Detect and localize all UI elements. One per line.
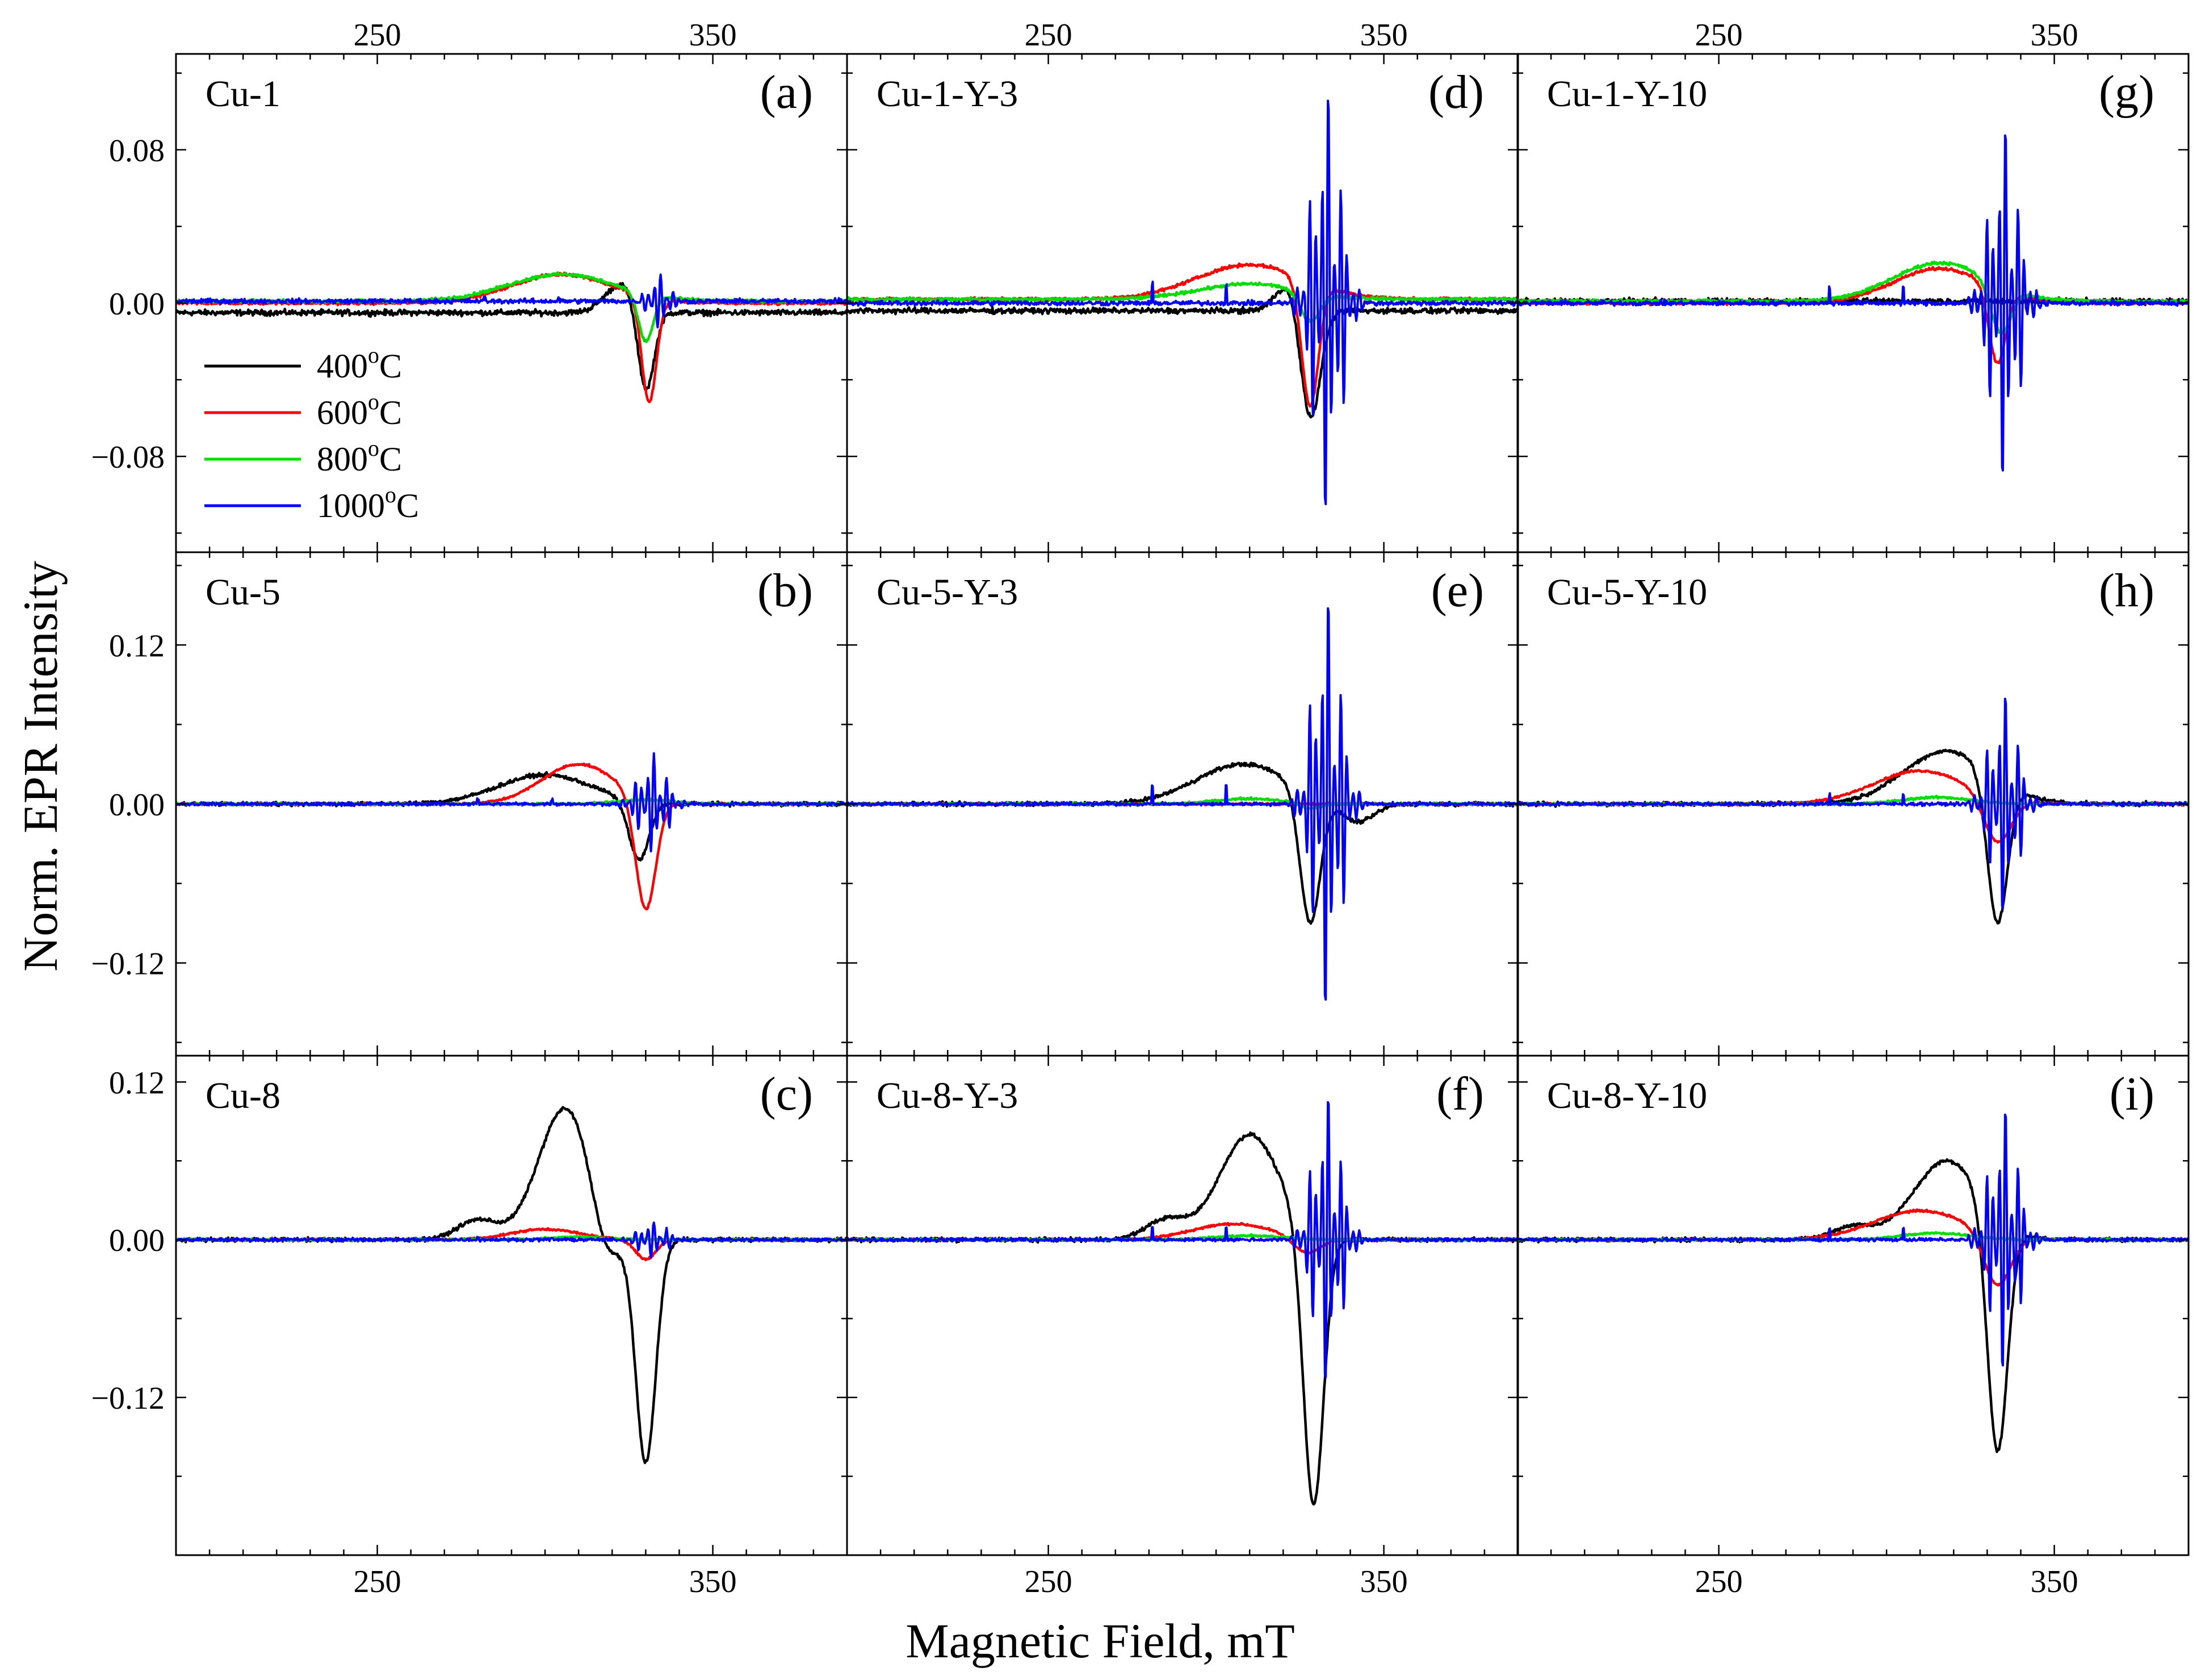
series-1000C-line: [1517, 698, 2189, 910]
series-1000C-line: [847, 99, 1518, 506]
x-tick-label-bottom: 350: [1360, 1564, 1408, 1599]
panel-d-series: [847, 99, 1518, 506]
panel-e-letter: (e): [1431, 564, 1484, 617]
panel-e-series: [847, 607, 1518, 1001]
panel-f-letter: (f): [1436, 1068, 1484, 1120]
panel-c: Cu-8 (c): [175, 1055, 848, 1556]
panel-h-title: Cu-5-Y-10: [1547, 572, 1707, 613]
panel-c-series: [176, 1106, 847, 1464]
series-1000C-line: [847, 607, 1518, 1001]
y-tick-label: 0.00: [109, 287, 165, 322]
x-tick-label-bottom: 350: [2031, 1564, 2078, 1599]
panel-h-letter: (h): [2099, 564, 2154, 617]
panel-b-series: [176, 752, 847, 911]
x-tick-label-top: 250: [1695, 18, 1743, 53]
panel-g: Cu-1-Y-10 (g): [1516, 53, 2190, 553]
y-axis-title: Norm. EPR Intensity: [13, 561, 68, 972]
panel-b-title: Cu-5: [206, 572, 280, 613]
panel-b: Cu-5 (b): [175, 551, 848, 1057]
panel-g-series: [1517, 134, 2189, 472]
x-tick-label-top: 250: [354, 18, 401, 53]
y-tick-label: −0.08: [91, 440, 165, 475]
panel-a-series: [176, 271, 847, 404]
y-tick-label: 0.12: [109, 1065, 165, 1101]
y-tick-label: 0.00: [109, 1223, 165, 1258]
panel-i-title: Cu-8-Y-10: [1547, 1075, 1707, 1116]
panel-e: Cu-5-Y-3 (e): [846, 551, 1519, 1057]
panel-a-title: Cu-1: [206, 73, 280, 115]
panel-c-letter: (c): [760, 1068, 813, 1120]
panels: Cu-1 (a) Cu-5 (b) Cu-8 (c) Cu-1-Y-3 (d) Cu-5-Y-3…: [175, 53, 2190, 1556]
series-1000C-line: [847, 1101, 1518, 1379]
x-tick-label-top: 350: [1360, 18, 1408, 53]
y-tick-label: 0.00: [109, 788, 165, 823]
y-tick-label: 0.08: [109, 133, 165, 169]
panel-a-letter: (a): [760, 66, 813, 119]
legend-label-800: 800oC: [317, 435, 402, 478]
panel-i-series: [1517, 1114, 2189, 1454]
x-tick-label-top: 350: [689, 18, 737, 53]
series-1000C-line: [176, 1221, 847, 1259]
y-tick-labels: 0.08 0.00 −0.08 0.12 0.00 −0.12 0.12 0.00 −0.12: [91, 133, 165, 1416]
panel-g-title: Cu-1-Y-10: [1547, 73, 1707, 115]
series-1000C-line: [1517, 1114, 2189, 1367]
legend-label-400: 400oC: [317, 342, 402, 385]
panel-f: Cu-8-Y-3 (f): [846, 1055, 1519, 1556]
series-1000C-line: [1517, 134, 2189, 472]
legend-label-1000: 1000oC: [317, 482, 419, 524]
y-tick-label: −0.12: [91, 947, 165, 982]
panel-h-series: [1517, 698, 2189, 925]
x-tick-label-bottom: 350: [689, 1564, 737, 1599]
series-400C-line: [847, 287, 1518, 419]
x-tick-label-bottom: 250: [1695, 1564, 1743, 1599]
panel-f-series: [847, 1101, 1518, 1506]
y-tick-label: −0.12: [91, 1381, 165, 1416]
x-axis-title: Magnetic Field, mT: [905, 1614, 1294, 1668]
panel-h: Cu-5-Y-10 (h): [1516, 551, 2190, 1057]
x-tick-label-top: 350: [2031, 18, 2078, 53]
series-1000C-line: [176, 752, 847, 852]
panel-g-letter: (g): [2099, 66, 2154, 119]
x-tick-label-bottom: 250: [1025, 1564, 1072, 1599]
panel-f-title: Cu-8-Y-3: [877, 1075, 1018, 1116]
series-400C-line: [176, 282, 847, 391]
panel-b-letter: (b): [757, 564, 813, 617]
x-tick-label-top: 250: [1025, 18, 1072, 53]
panel-c-title: Cu-8: [206, 1075, 280, 1116]
panel-d-title: Cu-1-Y-3: [877, 73, 1018, 115]
shared-x-tick-labels: 250 250 350 350 250 250 350 350 250 250 350 350: [354, 18, 2078, 1599]
panel-i: Cu-8-Y-10 (i): [1516, 1055, 2190, 1556]
panel-d-letter: (d): [1428, 66, 1484, 119]
panel-i-letter: (i): [2110, 1068, 2154, 1120]
x-tick-label-bottom: 250: [354, 1564, 401, 1599]
series-800C-line: [847, 281, 1518, 324]
y-tick-label: 0.12: [109, 628, 165, 663]
legend-label-600: 600oC: [317, 389, 402, 431]
series-1000C-line: [176, 273, 847, 329]
panel-e-title: Cu-5-Y-3: [877, 572, 1018, 613]
